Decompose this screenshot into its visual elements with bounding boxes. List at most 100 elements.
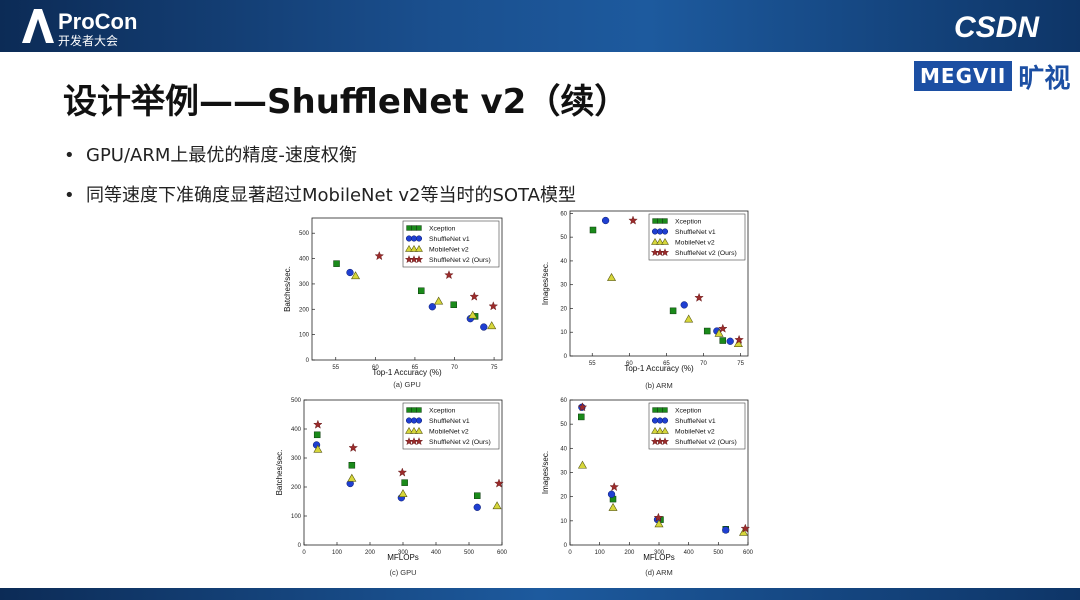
chart-caption: (b) ARM	[645, 381, 673, 390]
data-point-star	[718, 323, 728, 333]
legend-label: Xception	[675, 408, 702, 415]
data-point-square	[313, 431, 321, 439]
x-tick-label: 300	[398, 550, 409, 556]
data-point-square	[474, 492, 481, 499]
chart-arm-mflops: 0 100 200 300 400 500 600 0 10 20 30 40 50 60 MFLOPs Im…	[541, 398, 754, 577]
procon-sub-text: 开发者大会	[58, 33, 118, 48]
data-point-circle	[722, 526, 730, 534]
data-point-square	[669, 307, 677, 315]
megvii-text: MEGVII	[914, 61, 1013, 91]
procon-main-text: ProCon	[58, 9, 137, 34]
megvii-logo: MEGVII 旷视	[914, 60, 1071, 94]
data-point-star	[313, 419, 323, 429]
legend-label: MobileNet v2	[675, 240, 715, 247]
y-tick-label: 50	[560, 235, 567, 241]
data-point-square	[589, 226, 597, 234]
x-tick-label: 65	[663, 361, 670, 367]
chart-caption: (d) ARM	[645, 568, 673, 577]
data-point-triangle	[733, 339, 743, 347]
data-point-star	[348, 442, 358, 452]
data-point-triangle	[398, 489, 408, 497]
data-point-star	[397, 467, 408, 477]
procon-logo: ProCon 开发者大会	[22, 9, 137, 48]
chart-gpu-mflops: 0 100 200 300 400 500 600 0 100 200 300 400 500 MFLOP…	[275, 398, 508, 577]
data-point-triangle	[607, 272, 617, 281]
legend-label: MobileNet v2	[429, 247, 469, 254]
y-tick-label: 0	[564, 354, 568, 360]
data-point-square	[333, 260, 340, 267]
legend-marker-triangle	[405, 427, 413, 434]
legend-label: ShuffleNet v1	[429, 418, 470, 425]
x-tick-label: 100	[332, 550, 343, 556]
legend-label: ShuffleNet v2 (Ours)	[429, 439, 491, 446]
legend-marker-triangle	[410, 245, 418, 252]
y-tick-label: 100	[299, 333, 310, 339]
megvii-cn-text: 旷视	[1018, 63, 1071, 94]
data-point-circle	[346, 268, 354, 277]
y-tick-label: 30	[560, 283, 567, 289]
y-tick-label: 60	[560, 398, 567, 404]
legend-label: Xception	[429, 226, 456, 233]
legend-label: MobileNet v2	[675, 429, 715, 436]
data-point-circle	[607, 490, 616, 498]
csdn-text: CSDN	[954, 11, 1040, 42]
top-banner: ProCon 开发者大会 CSDN	[0, 0, 1080, 52]
data-point-triangle	[313, 444, 323, 453]
data-point-triangle	[468, 310, 478, 319]
data-point-triangle	[654, 519, 664, 528]
x-tick-label: 500	[713, 550, 724, 556]
legend-marker-circle	[661, 228, 669, 235]
legend-marker-square	[652, 407, 658, 413]
y-tick-label: 400	[291, 427, 302, 433]
data-point-triangle	[487, 321, 497, 330]
data-point-star	[494, 478, 504, 488]
legend-marker-circle	[661, 417, 669, 424]
data-point-square	[418, 287, 425, 295]
y-tick-label: 10	[560, 330, 567, 336]
x-tick-label: 75	[491, 365, 498, 371]
legend-label: ShuffleNet v2 (Ours)	[675, 250, 737, 257]
x-tick-label: 600	[743, 550, 754, 556]
legend-marker-square	[411, 225, 417, 231]
bullet-text: GPU/ARM上最优的精度-速度权衡	[86, 145, 357, 166]
data-point-star	[577, 402, 588, 412]
legend-label: ShuffleNet v1	[675, 418, 716, 425]
x-axis-label: Top-1 Accuracy (%)	[372, 368, 442, 377]
data-point-circle	[473, 503, 481, 511]
legend-marker-triangle	[410, 427, 418, 434]
x-tick-label: 400	[431, 550, 442, 556]
data-point-triangle	[351, 271, 361, 280]
y-axis-label: Batches/sec.	[275, 450, 284, 496]
legend-marker-circle	[415, 417, 423, 424]
legend-label: MobileNet v2	[429, 429, 469, 436]
legend-label: Xception	[429, 408, 456, 415]
data-point-square	[450, 301, 457, 308]
data-point-star	[488, 301, 499, 311]
legend-marker-square	[416, 225, 422, 231]
data-point-square	[719, 337, 727, 344]
data-point-star	[740, 523, 751, 533]
legend-marker-square	[662, 218, 668, 224]
x-axis-label: MFLOPs	[643, 553, 675, 562]
data-point-star	[653, 512, 664, 522]
x-tick-label: 70	[451, 365, 458, 371]
data-point-triangle	[739, 527, 749, 536]
x-tick-label: 55	[332, 365, 339, 371]
x-tick-label: 500	[464, 550, 475, 556]
y-axis-label: Images/sec.	[541, 262, 550, 305]
bullet-item: • 同等速度下准确度显著超过MobileNet v2等当时的SOTA模型	[64, 185, 576, 206]
y-axis-label: Images/sec.	[541, 451, 550, 494]
y-tick-label: 60	[560, 211, 567, 217]
legend-label: ShuffleNet v1	[429, 236, 470, 243]
legend-marker-triangle	[651, 427, 659, 434]
y-tick-label: 50	[560, 422, 567, 428]
bullet-text: 同等速度下准确度显著超过MobileNet v2等当时的SOTA模型	[86, 185, 576, 206]
data-point-star	[734, 334, 744, 344]
data-point-star	[694, 292, 704, 302]
data-point-triangle	[347, 473, 357, 482]
ai-logo-mark	[22, 9, 54, 43]
legend-marker-triangle	[661, 427, 669, 434]
y-tick-label: 0	[306, 358, 310, 364]
data-point-circle	[428, 303, 436, 311]
data-point-square	[348, 462, 356, 469]
